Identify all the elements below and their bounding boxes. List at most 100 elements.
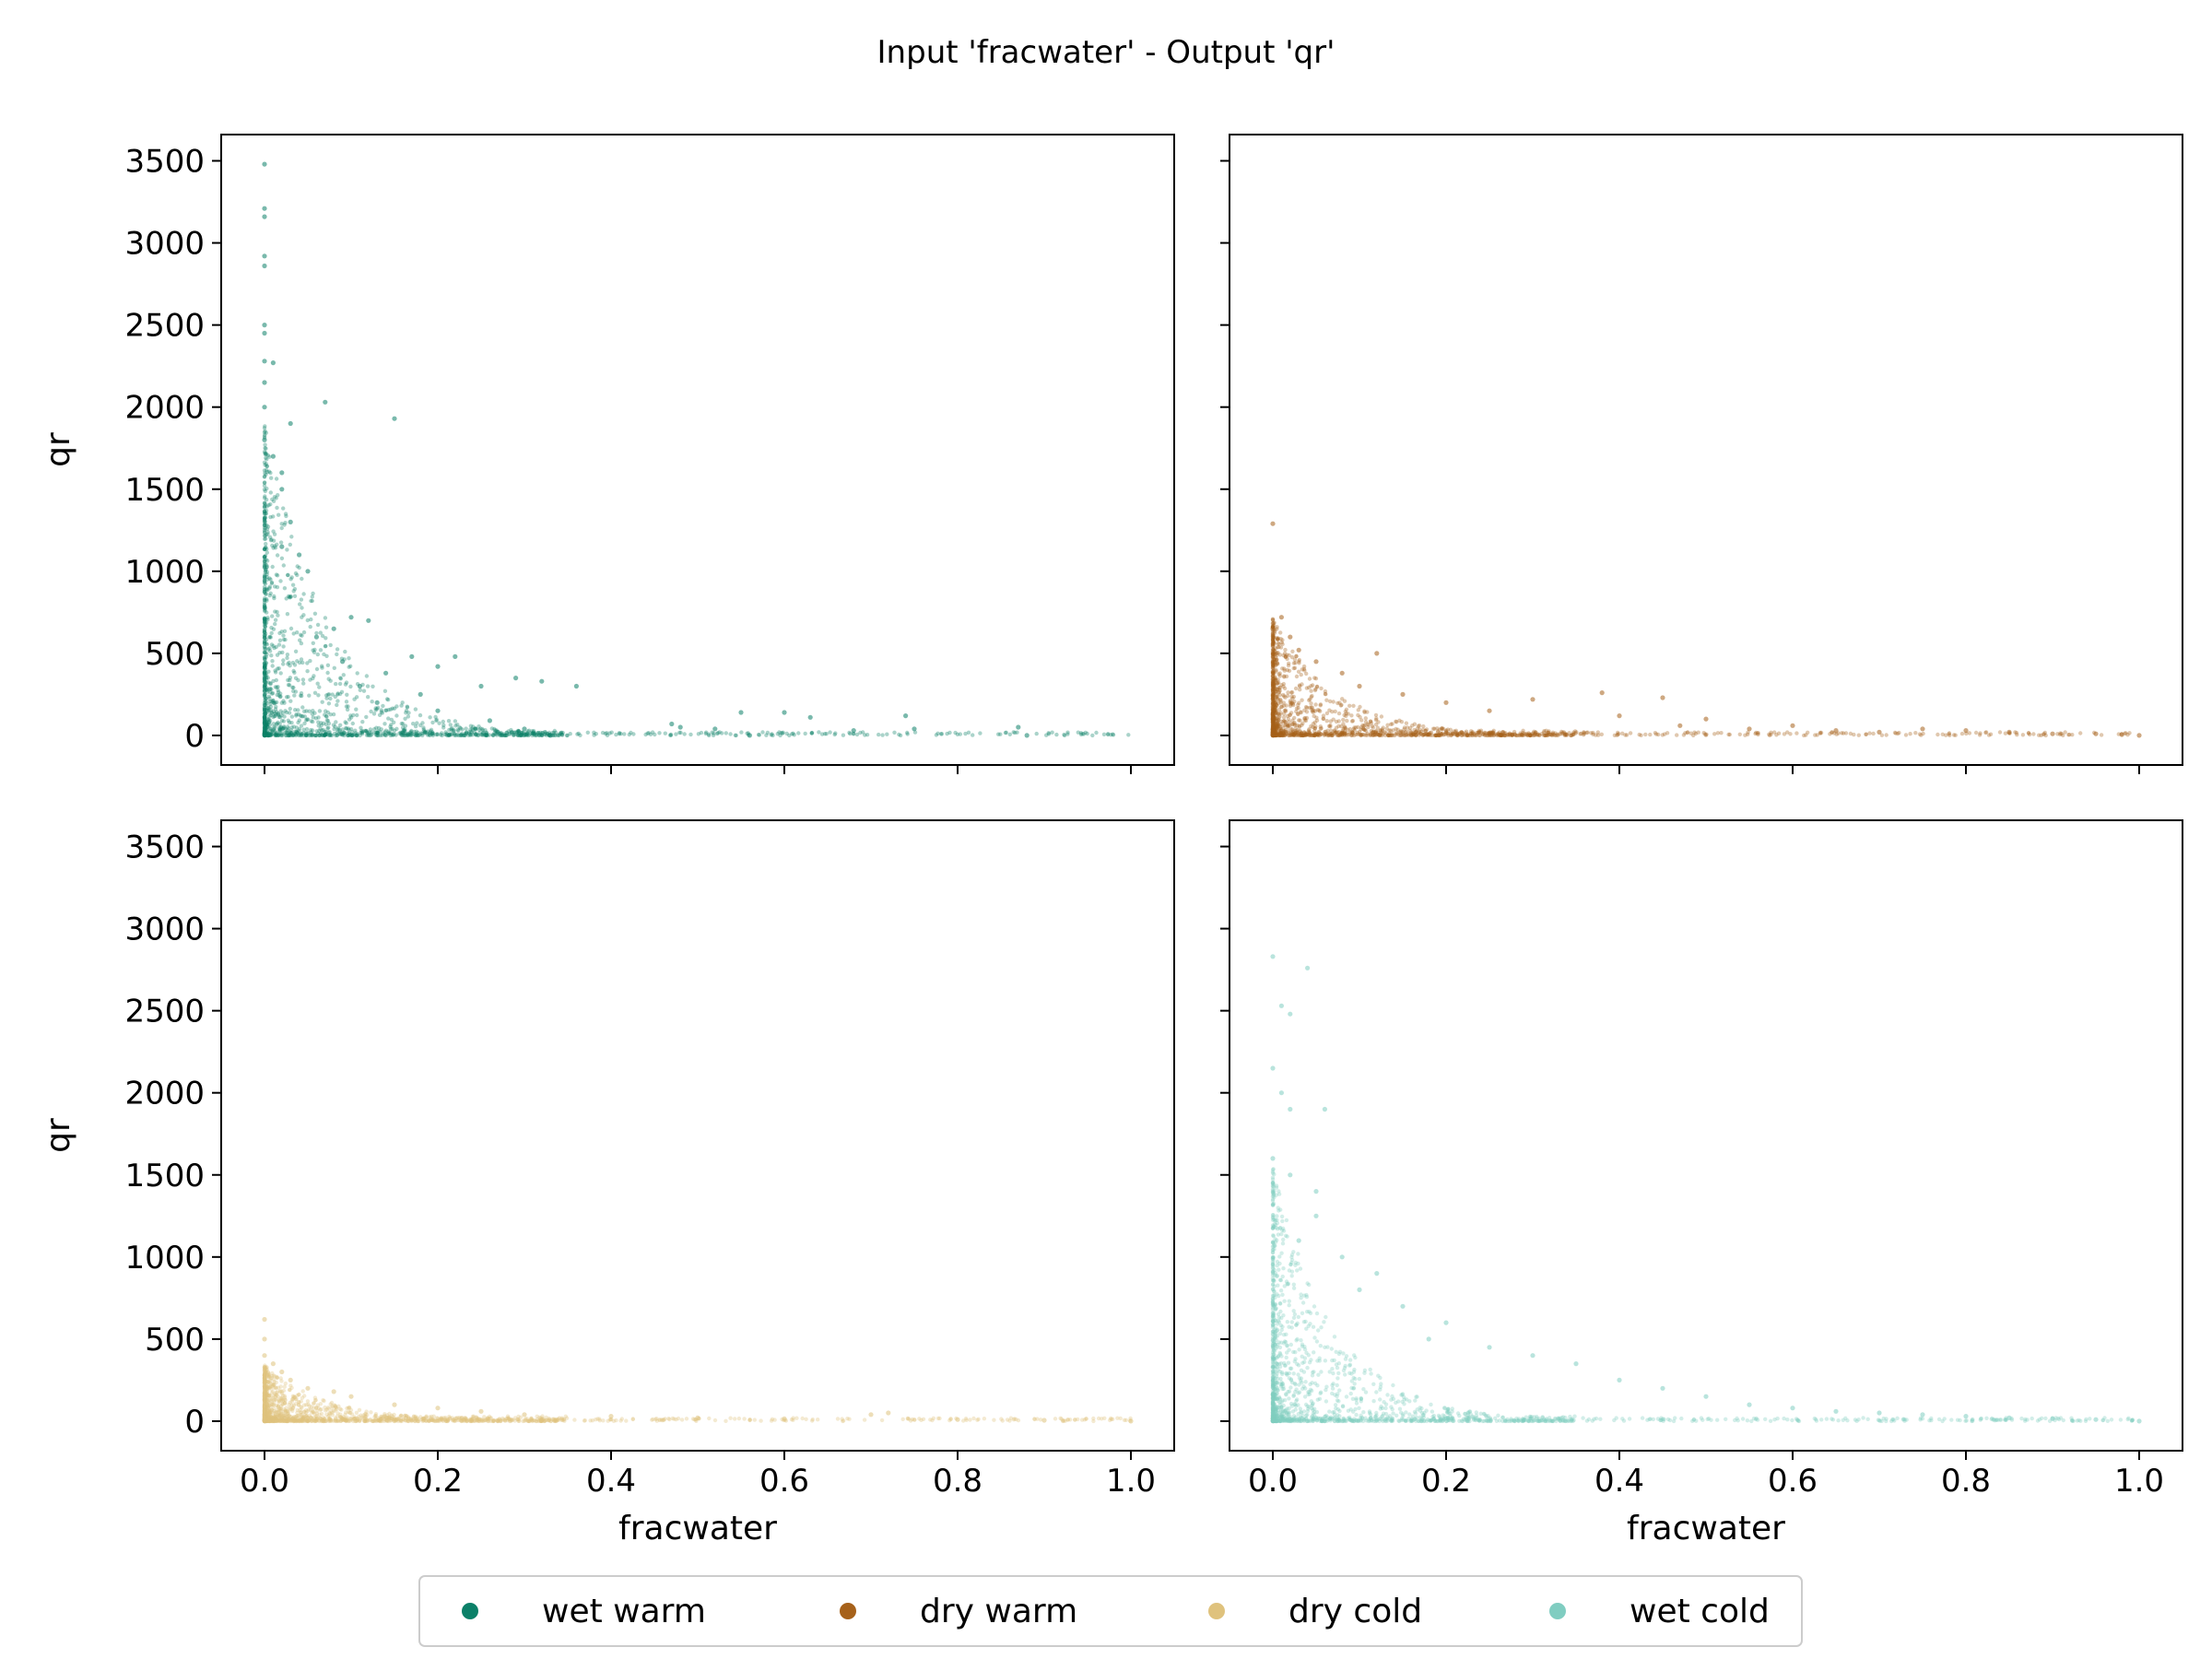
scatter-density-point [264, 1415, 268, 1419]
scatter-density-point [1533, 732, 1538, 736]
scatter-density-point [1276, 700, 1281, 706]
scatter-density-point [262, 1417, 267, 1421]
scatter-density-point [1276, 641, 1281, 646]
scatter-density-point [1270, 696, 1276, 701]
scatter-density-point [1386, 733, 1391, 737]
scatter-density-point [1270, 733, 1276, 737]
scatter-density-point [324, 1407, 329, 1412]
scatter-density-point [503, 733, 508, 737]
scatter-density-point [1270, 733, 1276, 737]
scatter-density-point [1078, 732, 1084, 737]
scatter-density-point [267, 720, 272, 724]
scatter-density-point [314, 729, 319, 734]
scatter-density-point [263, 1393, 268, 1397]
scatter-density-point [326, 677, 331, 681]
scatter-density-point [1275, 726, 1279, 731]
scatter-density-point [1271, 678, 1276, 683]
scatter-density-point [263, 1397, 267, 1403]
scatter-density-point [376, 729, 381, 734]
scatter-density-point [1283, 730, 1288, 735]
scatter-density-point [506, 1416, 512, 1421]
scatter-density-point [1271, 666, 1276, 672]
scatter-density-point [1270, 712, 1276, 716]
scatter-density-point [1591, 732, 1595, 736]
scatter-density-point [1271, 709, 1277, 714]
scatter-density-point [1329, 728, 1334, 733]
scatter-density-point [1311, 722, 1316, 726]
scatter-density-point [288, 1406, 293, 1412]
scatter-density-point [262, 725, 267, 730]
scatter-density-point [321, 1418, 325, 1423]
scatter-density-point [1515, 733, 1520, 738]
scatter-density-point [1277, 671, 1282, 676]
scatter-density-point [453, 719, 458, 724]
scatter-density-point [1423, 728, 1429, 734]
scatter-density-point [375, 705, 381, 710]
scatter-density-point [1313, 677, 1319, 681]
scatter-density-point [265, 686, 269, 690]
scatter-points [1270, 521, 2142, 738]
scatter-density-point [1272, 733, 1277, 737]
scatter-density-point [314, 1418, 319, 1423]
scatter-density-point [1270, 630, 1276, 635]
scatter-density-point [1388, 728, 1394, 733]
scatter-density-point [505, 1418, 510, 1423]
scatter-density-point [265, 706, 270, 711]
scatter-density-point [491, 1418, 496, 1424]
scatter-density-point [286, 726, 291, 731]
scatter-density-point [1270, 650, 1276, 654]
scatter-density-point [263, 683, 267, 688]
scatter-density-point [291, 685, 296, 690]
scatter-density-point [1270, 728, 1276, 734]
scatter-density-point [1331, 700, 1335, 704]
scatter-density-point [1302, 733, 1308, 737]
scatter-density-point [1465, 732, 1471, 736]
scatter-density-point [262, 1413, 267, 1418]
scatter-density-point [1427, 732, 1432, 736]
scatter-density-point [1316, 730, 1321, 735]
scatter-density-point [312, 647, 317, 653]
scatter-density-point [728, 1416, 733, 1420]
scatter-density-point [1270, 723, 1276, 727]
scatter-density-point [400, 733, 405, 737]
scatter-density-point [1283, 708, 1288, 712]
scatter-density-point [862, 1418, 867, 1422]
scatter-density-point [265, 1396, 269, 1401]
scatter-density-point [1277, 728, 1283, 734]
scatter-density-point [293, 1418, 298, 1423]
scatter-density-point [267, 1418, 272, 1423]
scatter-density-point [265, 1393, 270, 1398]
scatter-density-point [1623, 733, 1628, 737]
scatter-density-point [265, 1417, 270, 1421]
scatter-density-point [265, 504, 269, 509]
scatter-density-point [276, 712, 281, 718]
scatter-density-point [263, 728, 268, 733]
scatter-density-point [309, 719, 313, 724]
scatter-density-point [262, 665, 267, 671]
scatter-density-point [1270, 652, 1276, 656]
scatter-density-point [389, 1418, 394, 1423]
scatter-density-point [739, 730, 744, 735]
scatter-density-point [1282, 733, 1288, 737]
scatter-density-point [712, 1418, 718, 1423]
scatter-density-point [1409, 733, 1415, 738]
scatter-density-point [262, 519, 267, 524]
scatter-density-point [912, 730, 918, 735]
scatter-density-point [269, 1418, 275, 1423]
scatter-density-point [1460, 730, 1465, 735]
scatter-density-point [427, 1418, 431, 1424]
scatter-density-point [265, 1402, 269, 1406]
scatter-density-point [318, 726, 323, 731]
scatter-density-point [262, 623, 267, 629]
scatter-density-point [2013, 730, 2018, 735]
scatter-density-point [434, 732, 439, 737]
scatter-density-point [1298, 733, 1303, 738]
scatter-density-point [277, 727, 282, 732]
scatter-density-point [1304, 671, 1309, 677]
scatter-density-point [657, 1418, 663, 1423]
scatter-density-point [262, 589, 267, 594]
scatter-density-point [1330, 733, 1335, 737]
scatter-density-point [264, 1392, 269, 1396]
scatter-density-point [282, 1384, 287, 1389]
scatter-density-point [312, 733, 318, 738]
